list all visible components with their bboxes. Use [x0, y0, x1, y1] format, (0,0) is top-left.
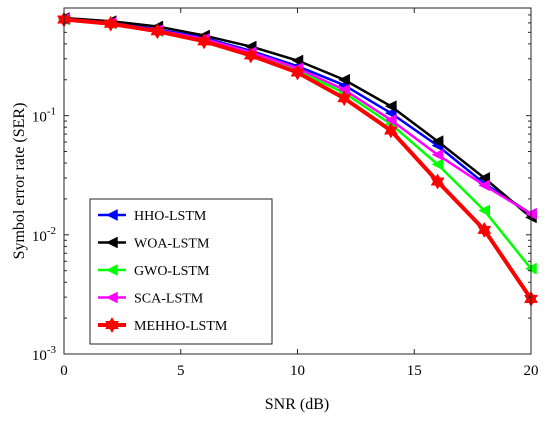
data-point — [337, 90, 352, 107]
data-point — [431, 148, 444, 161]
x-tick-label: 15 — [407, 363, 422, 379]
data-point — [478, 172, 491, 184]
y-tick-label: 10-2 — [32, 225, 56, 245]
legend-label: HHO-LSTM — [134, 209, 207, 224]
legend-entry: HHO-LSTM — [98, 209, 207, 224]
x-tick-label: 0 — [60, 363, 68, 379]
data-point — [150, 23, 165, 40]
legend-label: SCA-LSTM — [134, 292, 204, 307]
series-mehho-lstm — [57, 11, 538, 307]
x-tick-label: 10 — [290, 363, 305, 379]
data-point — [197, 33, 212, 50]
legend-entry: WOA-LSTM — [98, 237, 210, 252]
axis-layer: 0 5 10 15 20 10-3 10-2 10-1 — [32, 7, 539, 379]
data-point — [291, 54, 304, 67]
legend: HHO-LSTM WOA-LSTM GWO-LSTM SCA-LSTM MEHHO-LS… — [89, 198, 273, 345]
data-point — [290, 64, 305, 81]
data-point — [243, 47, 258, 64]
legend-label: MEHHO-LSTM — [134, 319, 228, 334]
legend-entry: SCA-LSTM — [98, 292, 204, 307]
x-tick-label: 5 — [177, 363, 185, 379]
x-axis-title: SNR (dB) — [265, 396, 329, 413]
legend-entry: MEHHO-LSTM — [98, 317, 228, 334]
series-woa-lstm — [57, 12, 537, 224]
legend-entry: GWO-LSTM — [98, 264, 210, 279]
data-point — [383, 122, 398, 139]
legend-marker — [105, 291, 118, 304]
data-point — [478, 204, 491, 217]
series-layer — [57, 11, 538, 307]
legend-marker — [105, 209, 118, 221]
y-tick-label: 10-1 — [32, 106, 56, 126]
legend-box — [89, 198, 273, 345]
data-point — [384, 100, 397, 113]
data-point — [478, 179, 491, 192]
data-point — [431, 158, 444, 171]
data-point — [338, 73, 350, 86]
legend-marker — [105, 317, 119, 333]
y-axis-title: Symbol error rate (SER) — [11, 103, 28, 260]
data-point — [103, 15, 118, 32]
y-tick-label: 10-3 — [32, 344, 57, 364]
x-tick-label: 20 — [524, 363, 539, 379]
data-point — [431, 135, 444, 148]
data-point — [430, 173, 445, 190]
legend-marker — [105, 264, 118, 276]
legend-marker — [105, 236, 118, 249]
legend-label: GWO-LSTM — [134, 264, 210, 279]
legend-label: WOA-LSTM — [134, 237, 210, 252]
data-point — [477, 221, 492, 238]
